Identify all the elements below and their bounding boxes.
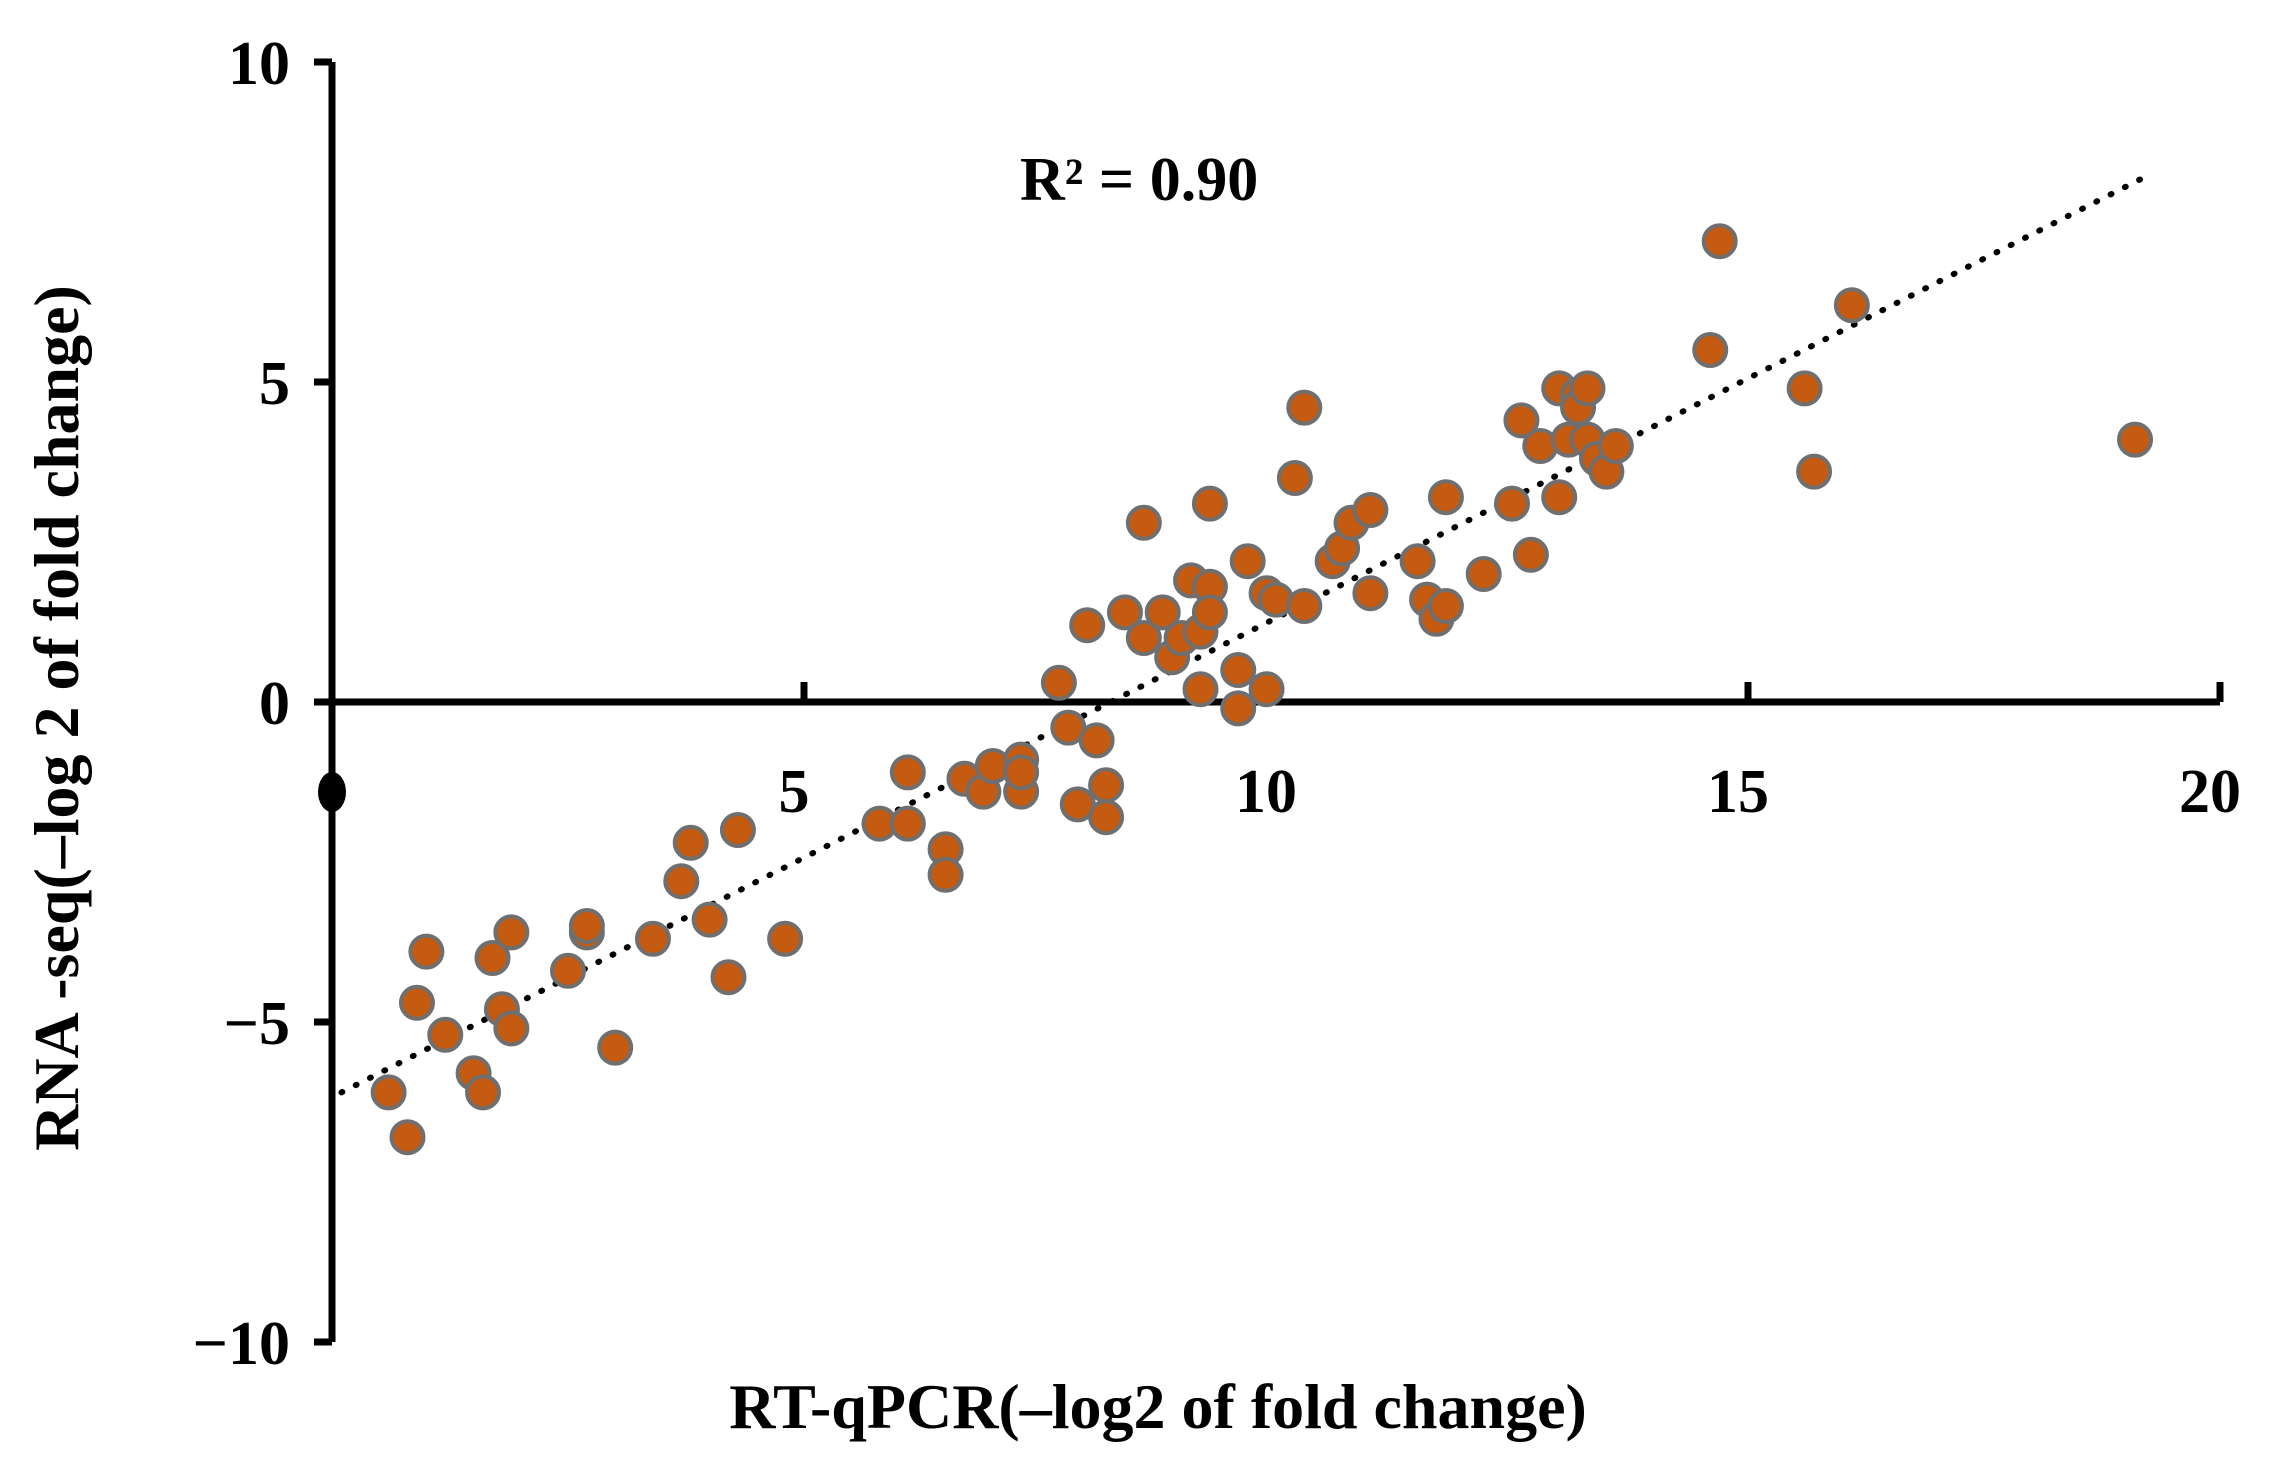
- x-tick-label: 15: [1707, 758, 1769, 826]
- data-point: [1427, 479, 1464, 516]
- data-point: [1833, 287, 1870, 324]
- data-point: [1182, 671, 1219, 708]
- origin-marker: [318, 772, 346, 812]
- trendline: [338, 174, 2148, 1096]
- data-point: [1427, 588, 1464, 624]
- data-point: [1191, 594, 1228, 631]
- data-point: [1088, 799, 1125, 836]
- data-point: [1352, 575, 1389, 612]
- r-squared-annotation: R² = 0.90: [1020, 146, 1258, 214]
- data-point: [927, 856, 964, 893]
- data-point: [1701, 223, 1738, 260]
- data-point: [1692, 332, 1729, 368]
- data-points: [370, 223, 2154, 1156]
- data-point: [1125, 620, 1162, 656]
- data-point: [568, 908, 605, 944]
- data-point: [389, 1119, 426, 1156]
- data-point: [1220, 652, 1257, 688]
- data-point: [1078, 722, 1115, 759]
- data-point: [1494, 485, 1530, 522]
- data-point: [1512, 536, 1549, 573]
- data-point: [1786, 370, 1823, 407]
- data-point: [1125, 504, 1162, 541]
- data-point: [1286, 389, 1323, 426]
- data-point: [889, 754, 926, 791]
- data-point: [1220, 690, 1257, 727]
- data-point: [719, 812, 756, 848]
- data-point: [398, 984, 435, 1021]
- data-point: [1597, 428, 1634, 464]
- data-point: [710, 959, 747, 996]
- data-point: [1088, 767, 1125, 804]
- data-point: [1465, 556, 1502, 592]
- data-point: [550, 952, 586, 989]
- y-tick-label: 5: [259, 350, 290, 418]
- data-point: [2117, 421, 2154, 458]
- y-tick-label: −10: [193, 1310, 290, 1378]
- data-point: [1106, 594, 1143, 631]
- data-point: [1191, 485, 1228, 522]
- data-point: [1503, 402, 1540, 439]
- data-point: [597, 1029, 634, 1066]
- data-point: [1399, 543, 1436, 580]
- trendline-group: [338, 174, 2148, 1096]
- x-tick-label: 5: [779, 758, 810, 826]
- y-tick-label: 0: [259, 670, 290, 738]
- data-point: [1003, 754, 1040, 791]
- data-point: [1229, 543, 1266, 580]
- x-tick-label: 20: [2179, 758, 2241, 826]
- data-point: [1040, 664, 1077, 701]
- axes: 10 5 0 −5 −10 5 10 15 20: [193, 30, 2241, 1378]
- data-point: [889, 805, 926, 842]
- data-point: [1286, 588, 1323, 624]
- data-point: [1069, 607, 1106, 644]
- x-tick-label: 10: [1235, 758, 1297, 826]
- data-point: [634, 920, 671, 957]
- data-point: [1276, 460, 1313, 496]
- data-point: [1569, 370, 1606, 407]
- labels: R² = 0.90 RT-qPCR(–log2 of fold change) …: [21, 146, 1587, 1442]
- y-tick-label: 10: [228, 30, 290, 98]
- data-point: [427, 1016, 464, 1053]
- data-point: [691, 901, 728, 938]
- y-axis-title: RNA -seq(–log 2 of fold change): [21, 285, 92, 1151]
- y-tick-label: −5: [224, 990, 290, 1058]
- data-point: [1352, 492, 1389, 528]
- data-point: [672, 824, 709, 861]
- data-point: [1248, 671, 1285, 708]
- x-axis-title: RT-qPCR(–log2 of fold change): [729, 1371, 1587, 1442]
- data-point: [493, 1010, 530, 1047]
- data-point: [1796, 453, 1833, 490]
- data-point: [1144, 594, 1181, 631]
- data-point: [1541, 479, 1578, 516]
- data-point: [465, 1074, 502, 1111]
- data-point: [663, 863, 700, 900]
- data-point: [474, 940, 511, 976]
- data-point: [408, 933, 445, 970]
- data-point: [493, 914, 530, 951]
- data-point: [370, 1074, 407, 1111]
- data-point: [767, 920, 804, 957]
